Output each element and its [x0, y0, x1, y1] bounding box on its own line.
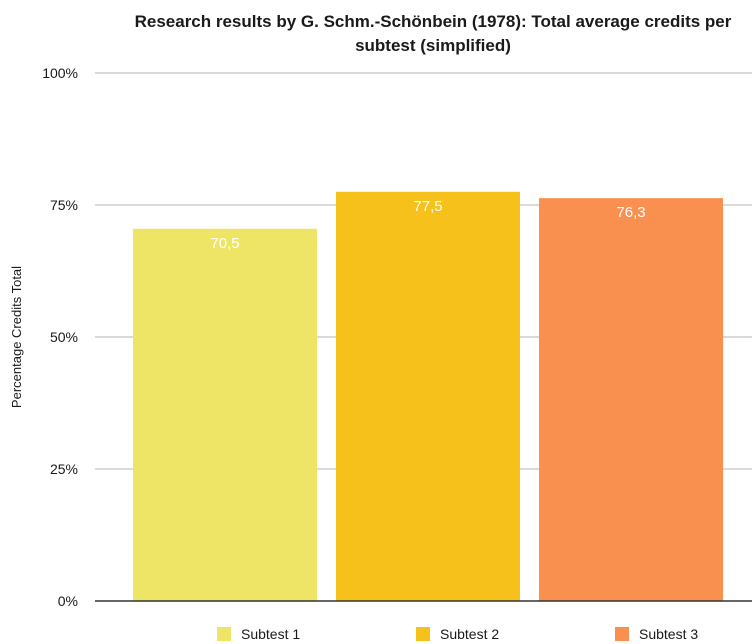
y-axis-ticks: 0% 25% 50% 75% 100% [42, 65, 78, 609]
legend-label: Subtest 2 [440, 626, 499, 642]
legend-swatch [416, 627, 430, 641]
bar-subtest-1 [133, 228, 317, 601]
y-tick-label: 75% [50, 197, 78, 213]
legend-label: Subtest 1 [241, 626, 300, 642]
bar-subtest-3 [539, 198, 723, 602]
chart-title: Research results by G. Schm.-Schönbein (… [135, 12, 732, 55]
bars [133, 191, 723, 602]
chart-title-line-2: subtest (simplified) [355, 36, 511, 55]
legend-label: Subtest 3 [639, 626, 698, 642]
y-axis-title: Percentage Credits Total [9, 266, 24, 408]
y-tick-label: 50% [50, 329, 78, 345]
data-label: 77,5 [413, 198, 442, 215]
y-tick-label: 25% [50, 461, 78, 477]
chart-title-line-1: Research results by G. Schm.-Schönbein (… [135, 12, 732, 31]
legend: Subtest 1 Subtest 2 Subtest 3 [217, 626, 698, 642]
data-label: 76,3 [616, 204, 645, 221]
y-tick-label: 0% [58, 593, 78, 609]
legend-swatch [217, 627, 231, 641]
y-tick-label: 100% [42, 65, 78, 81]
data-label: 70,5 [210, 235, 239, 252]
legend-swatch [615, 627, 629, 641]
bar-subtest-2 [336, 191, 520, 602]
data-labels: 70,5 77,5 76,3 [210, 198, 645, 252]
